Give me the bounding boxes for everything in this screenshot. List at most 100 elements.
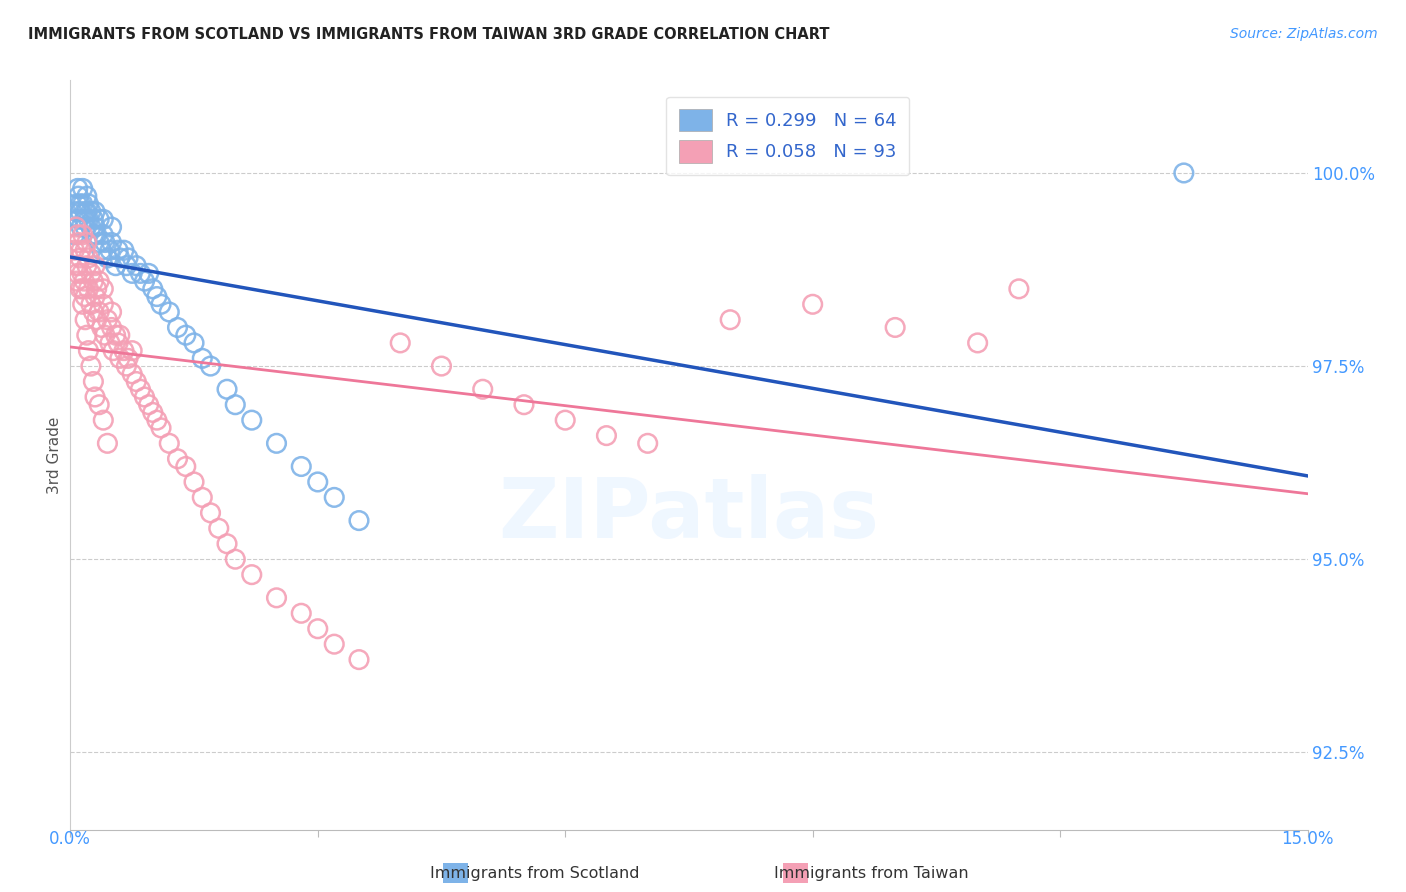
Text: IMMIGRANTS FROM SCOTLAND VS IMMIGRANTS FROM TAIWAN 3RD GRADE CORRELATION CHART: IMMIGRANTS FROM SCOTLAND VS IMMIGRANTS F… [28, 27, 830, 42]
Point [150, 297, 173, 311]
Point [91, 227, 114, 242]
Point [142, 282, 165, 296]
Legend: R = 0.299   N = 64, R = 0.058   N = 93: R = 0.299 N = 64, R = 0.058 N = 93 [666, 97, 910, 175]
Point [76, 204, 98, 219]
Point [76, 328, 98, 343]
Point [77, 251, 100, 265]
Point [82, 227, 104, 242]
Point [91, 297, 114, 311]
Point [75, 220, 97, 235]
Text: 0.0%: 0.0% [49, 830, 91, 847]
Point [884, 320, 907, 334]
Point [146, 289, 169, 303]
Point [100, 305, 122, 319]
Point [107, 244, 129, 258]
Point [240, 413, 263, 427]
Point [84, 204, 107, 219]
Point [80, 204, 103, 219]
Point [67, 235, 90, 250]
Point [72, 181, 94, 195]
Point [76, 259, 98, 273]
Point [66, 227, 89, 242]
Point [801, 297, 824, 311]
Point [200, 359, 222, 373]
Point [90, 244, 112, 258]
Point [98, 244, 121, 258]
Point [215, 382, 238, 396]
Point [121, 343, 143, 358]
Point [107, 335, 129, 350]
Point [174, 459, 197, 474]
Point [150, 421, 173, 435]
Point [307, 622, 329, 636]
Point [115, 359, 138, 373]
Point [1008, 282, 1031, 296]
Point [323, 637, 346, 651]
Point [72, 227, 94, 242]
Point [73, 212, 96, 227]
Point [82, 375, 104, 389]
Point [104, 328, 127, 343]
Point [208, 521, 231, 535]
Point [63, 227, 86, 242]
Point [75, 289, 97, 303]
Point [290, 607, 312, 621]
Point [129, 382, 152, 396]
Point [75, 312, 97, 326]
Point [266, 436, 288, 450]
Point [67, 189, 90, 203]
Point [142, 405, 165, 419]
Point [138, 266, 160, 280]
Point [89, 235, 111, 250]
Point [70, 220, 93, 235]
Point [117, 351, 139, 366]
Text: 15.0%: 15.0% [1281, 830, 1334, 847]
Point [66, 259, 89, 273]
Point [100, 320, 122, 334]
Point [430, 359, 453, 373]
Point [121, 266, 143, 280]
Point [84, 259, 107, 273]
Point [80, 359, 103, 373]
Point [215, 537, 238, 551]
Point [108, 351, 131, 366]
Point [69, 282, 91, 296]
Point [66, 181, 89, 195]
Point [77, 343, 100, 358]
Point [84, 220, 107, 235]
Point [224, 552, 246, 566]
Point [80, 297, 103, 311]
Point [138, 398, 160, 412]
Point [91, 212, 114, 227]
Text: Source: ZipAtlas.com: Source: ZipAtlas.com [1230, 27, 1378, 41]
Point [75, 204, 97, 219]
Point [513, 398, 536, 412]
Point [125, 375, 148, 389]
Point [108, 328, 131, 343]
Point [69, 197, 91, 211]
Point [86, 282, 108, 296]
Point [129, 266, 152, 280]
Point [66, 197, 89, 211]
Point [72, 297, 94, 311]
Point [98, 335, 121, 350]
Point [191, 351, 214, 366]
Text: Immigrants from Taiwan: Immigrants from Taiwan [775, 866, 969, 881]
Point [166, 320, 188, 334]
Point [121, 367, 143, 381]
Point [96, 251, 118, 265]
Point [76, 189, 98, 203]
Point [80, 220, 103, 235]
Point [471, 382, 494, 396]
Point [70, 244, 93, 258]
Point [323, 491, 346, 505]
Point [307, 475, 329, 489]
Point [718, 312, 741, 326]
Point [103, 343, 125, 358]
Point [86, 227, 108, 242]
Point [108, 251, 131, 265]
Point [94, 328, 117, 343]
Text: ZIPatlas: ZIPatlas [499, 475, 879, 556]
Point [104, 259, 127, 273]
Point [183, 475, 205, 489]
